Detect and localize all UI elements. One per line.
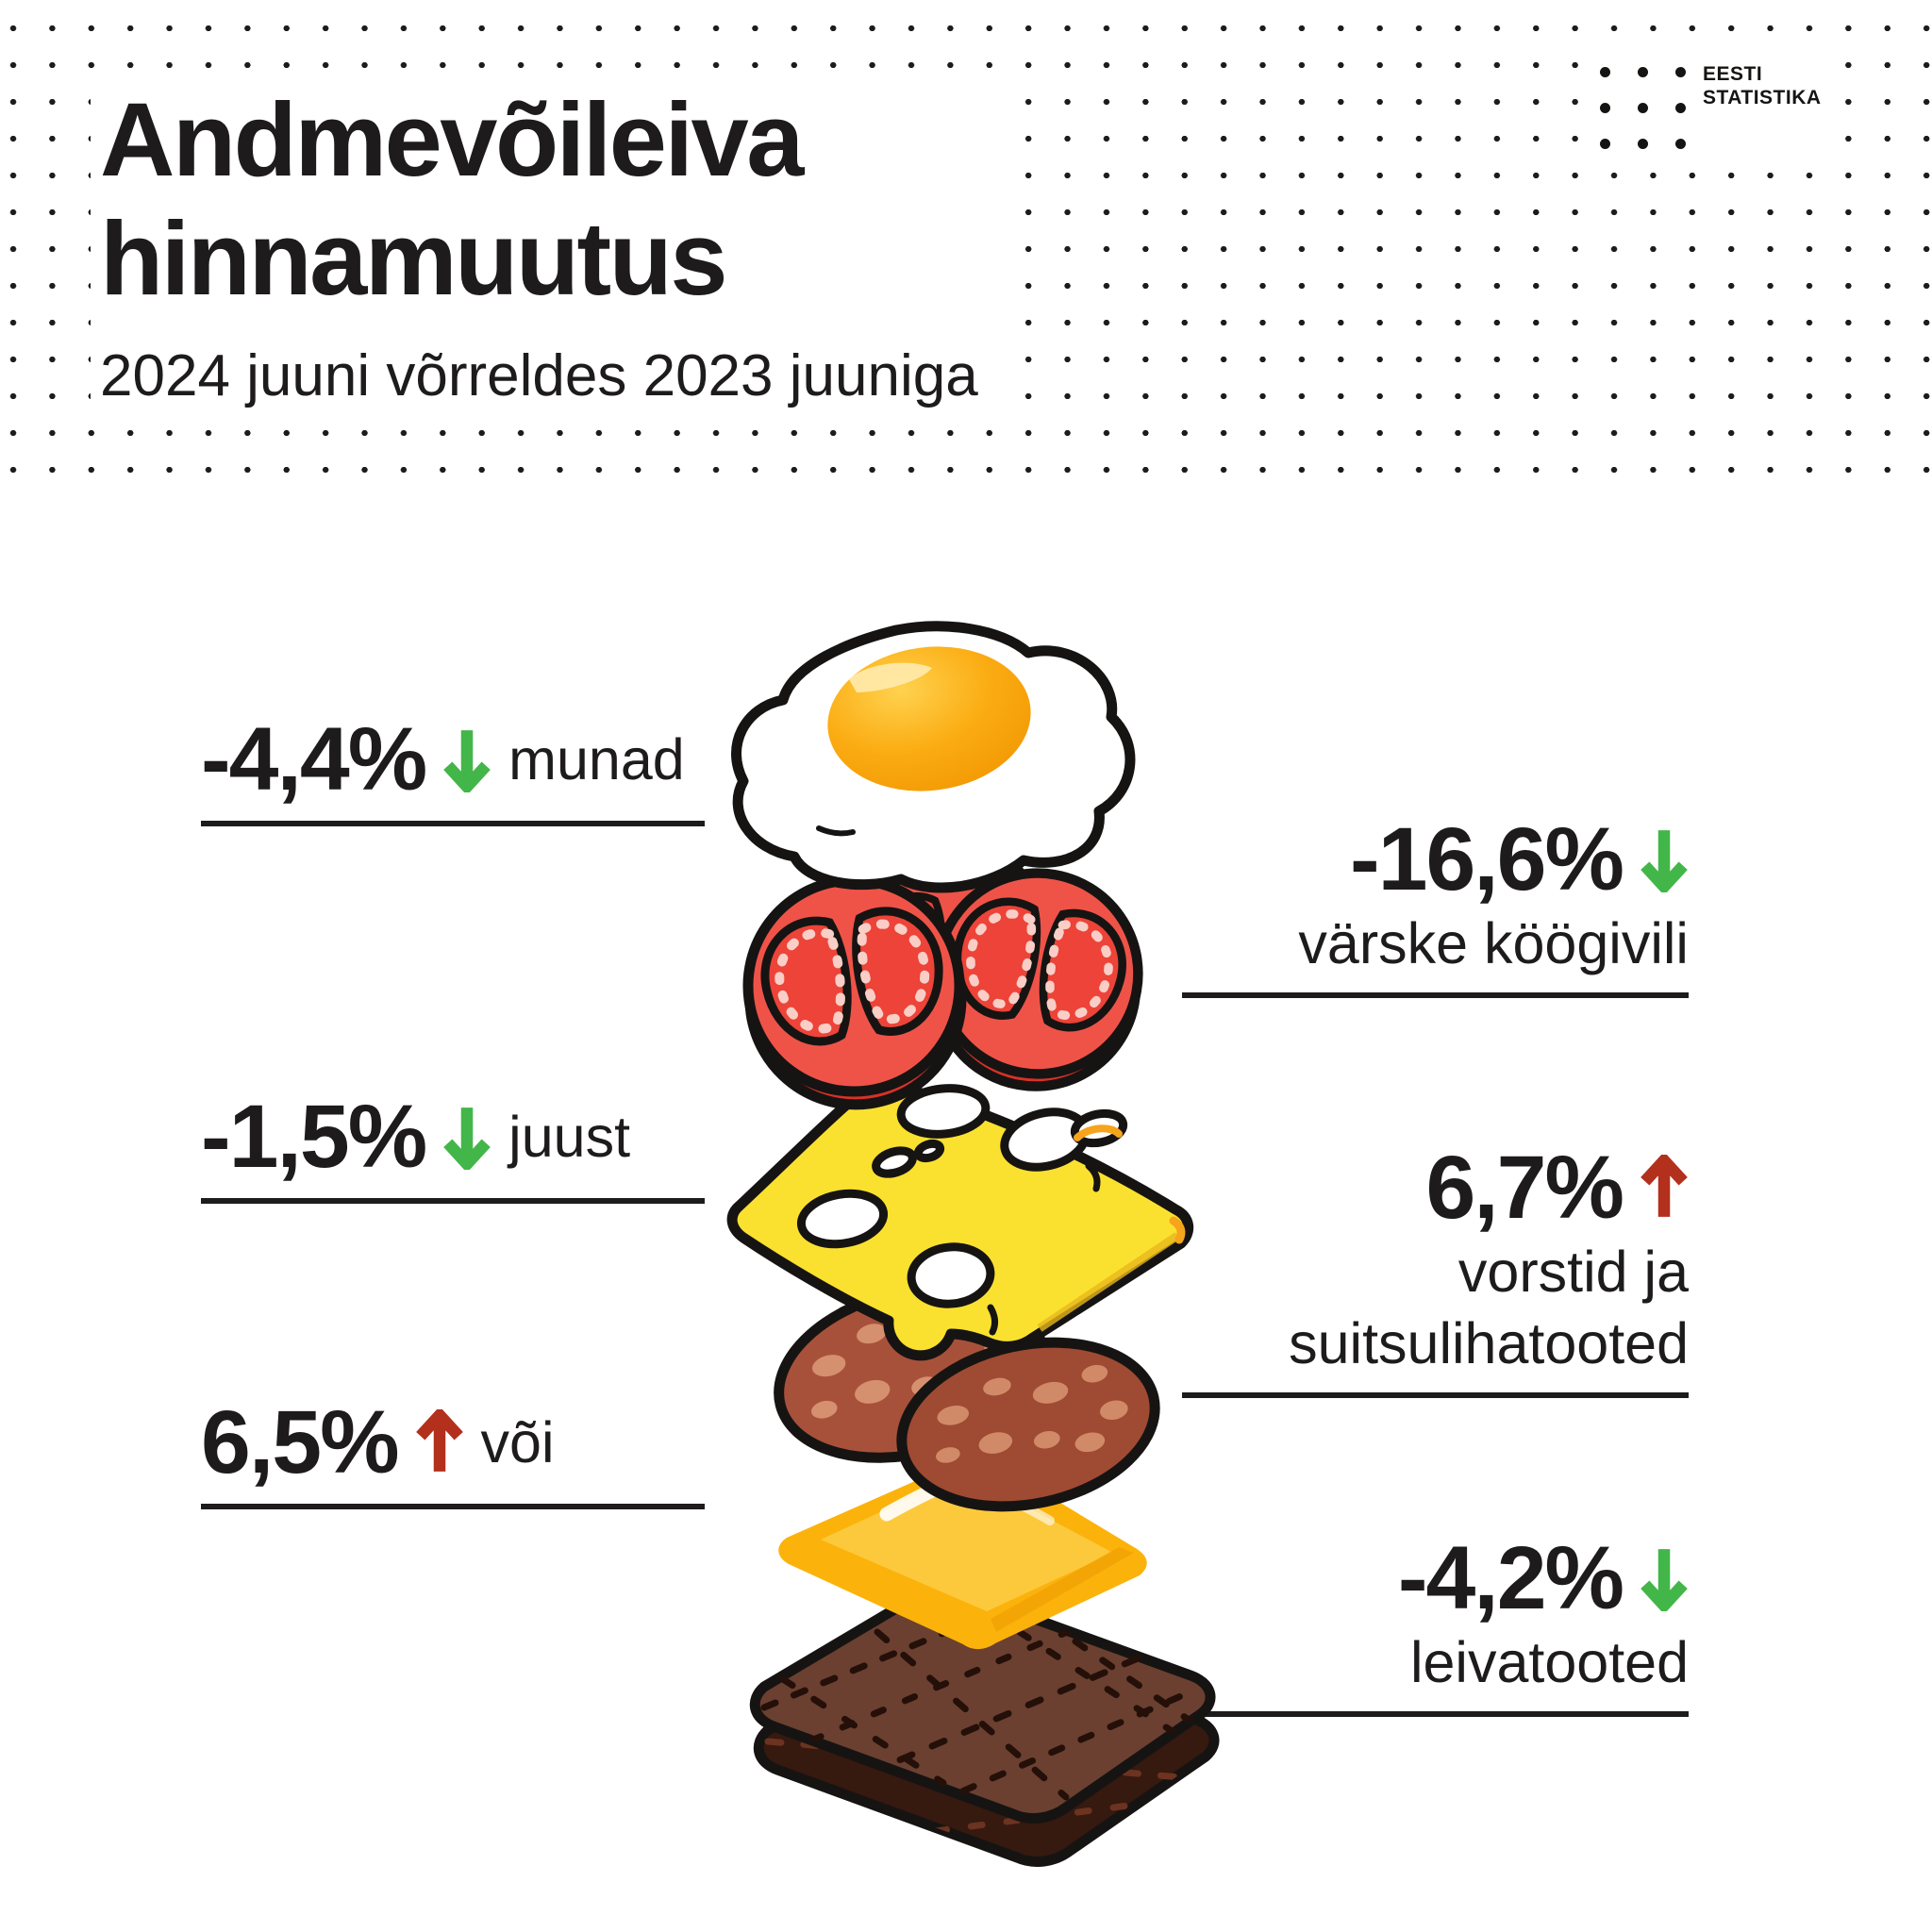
underline xyxy=(201,1504,705,1509)
page-title-line1: Andmevõileiva xyxy=(100,82,804,198)
price-change-row: -1,5% juust xyxy=(201,1087,705,1187)
cheese-slice xyxy=(726,1077,1194,1361)
price-change-row: -4,4% munad xyxy=(201,708,705,809)
category-label: juust xyxy=(508,1105,631,1169)
arrow-down-icon xyxy=(1640,826,1689,892)
category-label-line2: suitsulihatooted xyxy=(1289,1311,1689,1375)
category-label: munad xyxy=(508,727,685,791)
logo-text: EESTI STATISTIKA xyxy=(1703,62,1822,109)
price-change-row: -16,6% xyxy=(1182,808,1689,909)
logo-text-line1: EESTI xyxy=(1703,63,1763,85)
eesti-statistika-logo: EESTI STATISTIKA xyxy=(1596,58,1831,155)
percent-value: 6,5% xyxy=(201,1391,400,1492)
underline xyxy=(201,1198,705,1204)
price-change-juust: -1,5% juust xyxy=(201,1087,705,1204)
fried-egg xyxy=(731,621,1136,893)
percent-value: -4,4% xyxy=(201,708,427,809)
logo-text-line2: STATISTIKA xyxy=(1703,87,1822,108)
sandwich-illustration xyxy=(726,621,1236,1877)
page-title: Andmevõileiva hinnamuutus xyxy=(100,81,978,319)
price-change-leivatooted: -4,2% leivatooted xyxy=(1182,1528,1689,1717)
price-change-voi: 6,5% või xyxy=(201,1391,705,1509)
underline xyxy=(1182,1711,1689,1717)
logo-dots-icon xyxy=(1600,67,1686,149)
page-title-line2: hinnamuutus xyxy=(100,201,728,317)
price-change-row: -4,2% xyxy=(1182,1528,1689,1628)
page-subtitle: 2024 juuni võrreldes 2023 juuniga xyxy=(100,343,978,408)
underline xyxy=(1182,992,1689,998)
arrow-up-icon xyxy=(415,1409,464,1475)
percent-value: -4,2% xyxy=(1397,1527,1624,1628)
category-label: või xyxy=(480,1410,555,1474)
price-change-koogivili: -16,6% värske köögivili xyxy=(1182,808,1689,998)
category-label-line1: vorstid ja xyxy=(1457,1240,1689,1304)
price-change-munad: -4,4% munad xyxy=(201,708,705,826)
category-label: värske köögivili xyxy=(1298,911,1689,975)
rye-bread-slice xyxy=(755,1591,1221,1862)
arrow-down-icon xyxy=(442,726,491,792)
price-change-row: 6,5% või xyxy=(201,1391,705,1492)
price-change-row: 6,7% xyxy=(1182,1138,1689,1238)
header: Andmevõileiva hinnamuutus 2024 juuni võr… xyxy=(91,75,1007,426)
percent-value: -16,6% xyxy=(1349,808,1624,909)
underline xyxy=(201,821,705,826)
category-label: leivatooted xyxy=(1409,1630,1689,1694)
underline xyxy=(1182,1392,1689,1398)
percent-value: 6,7% xyxy=(1425,1137,1624,1238)
arrow-up-icon xyxy=(1640,1155,1689,1221)
price-change-vorstid: 6,7% vorstid ja suitsulihatooted xyxy=(1182,1138,1689,1398)
percent-value: -1,5% xyxy=(201,1086,427,1187)
arrow-down-icon xyxy=(1640,1545,1689,1611)
arrow-down-icon xyxy=(442,1104,491,1170)
